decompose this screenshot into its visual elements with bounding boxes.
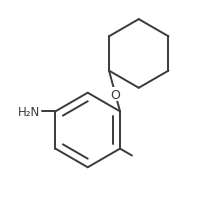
- Text: H₂N: H₂N: [18, 105, 40, 118]
- Text: O: O: [110, 88, 120, 101]
